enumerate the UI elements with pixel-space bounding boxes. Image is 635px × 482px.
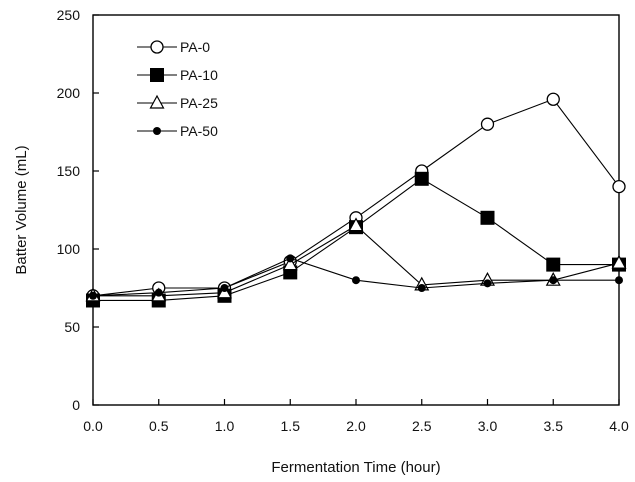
x-tick-label: 1.0 (215, 418, 235, 434)
data-point (282, 256, 298, 271)
series-line (92, 98, 620, 297)
legend: PA-0 PA-10 PA-25 PA-50 (137, 39, 218, 139)
series-pa-10 (86, 171, 626, 308)
legend-marker (150, 68, 164, 82)
series-line (93, 224, 620, 297)
legend-label: PA-50 (180, 123, 218, 139)
data-point (480, 117, 495, 131)
x-axis: 0.0 0.5 1.0 1.5 2.0 2.5 3.0 3.5 4.0 (83, 399, 629, 434)
legend-label: PA-10 (180, 67, 218, 83)
y-tick-label: 150 (57, 163, 81, 179)
legend-marker (149, 94, 165, 109)
series-pa-50 (89, 254, 623, 300)
data-point (611, 254, 627, 269)
data-point (89, 291, 97, 300)
series-pa-0 (86, 92, 626, 303)
series-layer (85, 92, 627, 308)
data-point (417, 284, 426, 292)
y-tick-label: 50 (64, 319, 80, 335)
legend-label: PA-25 (180, 95, 218, 111)
plot-frame (92, 14, 620, 406)
data-point (483, 279, 492, 288)
legend-item: PA-0 (137, 39, 210, 55)
x-tick-label: 2.0 (346, 418, 366, 434)
legend-marker (150, 40, 164, 54)
data-point (220, 284, 229, 292)
legend-item: PA-25 (137, 94, 218, 111)
data-point (414, 171, 429, 186)
data-point (480, 210, 495, 225)
x-tick-label: 1.5 (281, 418, 301, 434)
y-tick-label: 200 (57, 85, 81, 101)
data-point (549, 276, 558, 285)
legend-label: PA-0 (180, 39, 210, 55)
data-point (286, 254, 295, 263)
x-tick-label: 0.5 (149, 418, 169, 434)
data-point (546, 257, 561, 272)
y-axis-label: Batter Volume (mL) (13, 145, 30, 274)
x-tick-label: 2.5 (412, 418, 432, 434)
x-tick-label: 3.0 (478, 418, 498, 434)
y-tick-label: 250 (57, 7, 81, 23)
legend-marker (153, 127, 161, 135)
legend-item: PA-10 (137, 67, 218, 83)
data-point (154, 288, 163, 297)
y-tick-label: 100 (57, 241, 81, 257)
data-point (612, 179, 626, 194)
y-axis: 0 50 100 150 200 250 (57, 7, 99, 413)
x-tick-label: 3.5 (544, 418, 564, 434)
data-point (348, 217, 364, 232)
data-point (546, 92, 560, 106)
x-tick-label: 0.0 (83, 418, 103, 434)
x-tick-label: 4.0 (609, 418, 629, 434)
legend-item: PA-50 (137, 123, 218, 139)
data-point (352, 276, 360, 285)
y-tick-label: 0 (72, 397, 80, 413)
data-point (615, 276, 623, 285)
x-axis-label: Fermentation Time (hour) (271, 459, 440, 476)
